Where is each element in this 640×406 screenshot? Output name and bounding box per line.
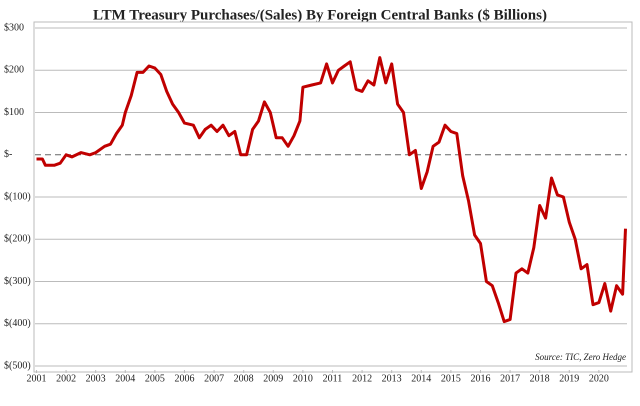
y-tick-label: $(500) xyxy=(4,360,31,371)
y-tick-label: $(400) xyxy=(4,318,31,329)
x-tick-label: 2011 xyxy=(323,373,343,384)
y-tick-label: $100 xyxy=(4,107,24,118)
y-tick-label: $300 xyxy=(4,22,24,33)
y-tick-label: $(300) xyxy=(4,276,31,287)
plot-frame xyxy=(33,21,633,373)
x-tick-label: 2012 xyxy=(352,373,372,384)
chart-title: LTM Treasury Purchases/(Sales) By Foreig… xyxy=(93,7,547,23)
x-tick-label: 2016 xyxy=(470,373,490,384)
x-tick-label: 2017 xyxy=(500,373,520,384)
x-tick-label: 2019 xyxy=(559,373,579,384)
x-tick-label: 2004 xyxy=(115,373,135,384)
y-tick-label: $(100) xyxy=(4,191,31,202)
x-tick-label: 2007 xyxy=(204,373,224,384)
x-tick-label: 2001 xyxy=(26,373,46,384)
x-tick-label: 2013 xyxy=(382,373,402,384)
x-tick-label: 2018 xyxy=(530,373,550,384)
y-tick-label: $(200) xyxy=(4,234,31,245)
y-tick-label: $200 xyxy=(4,65,24,76)
x-tick-label: 2009 xyxy=(263,373,283,384)
y-tick-label: $- xyxy=(4,149,12,160)
x-tick-label: 2003 xyxy=(86,373,106,384)
x-tick-label: 2002 xyxy=(56,373,76,384)
data-line xyxy=(36,56,627,324)
x-tick-label: 2010 xyxy=(293,373,313,384)
x-tick-label: 2006 xyxy=(174,373,194,384)
x-tick-label: 2008 xyxy=(234,373,254,384)
x-tick-label: 2014 xyxy=(411,373,431,384)
x-tick-label: 2015 xyxy=(441,373,461,384)
x-tick-label: 2005 xyxy=(145,373,165,384)
source-note: Source: TIC, Zero Hedge xyxy=(535,352,626,362)
x-tick-label: 2020 xyxy=(589,373,609,384)
